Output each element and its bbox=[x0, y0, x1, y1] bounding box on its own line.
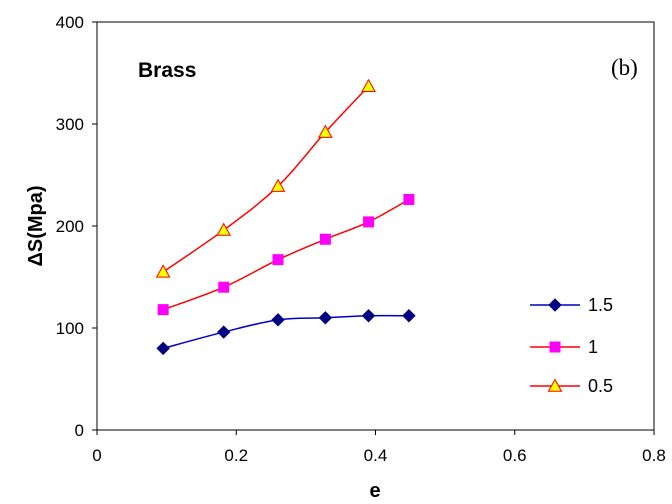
y-axis-title: ΔS(Mpa) bbox=[25, 185, 47, 266]
data-point bbox=[403, 193, 415, 205]
data-point bbox=[270, 178, 286, 192]
x-axis: 0 0.2 0.4 0.6 0.8 bbox=[92, 430, 666, 465]
data-point bbox=[318, 124, 333, 138]
series-1 bbox=[157, 193, 415, 316]
y-axis: 0 100 200 300 400 bbox=[56, 13, 97, 440]
series-0 bbox=[156, 309, 416, 356]
legend-item: 0.5 bbox=[530, 376, 613, 396]
plot-area bbox=[96, 21, 655, 431]
data-point bbox=[361, 309, 376, 323]
legend-item: 1 bbox=[530, 337, 598, 357]
data-point bbox=[155, 264, 171, 278]
y-tick-label: 0 bbox=[75, 421, 84, 440]
legend-marker bbox=[548, 298, 562, 312]
legend-label: 1 bbox=[588, 337, 598, 357]
x-tick-label: 0.8 bbox=[642, 446, 666, 465]
data-point bbox=[271, 313, 285, 327]
data-point bbox=[402, 309, 416, 323]
data-point bbox=[363, 216, 375, 228]
data-point bbox=[216, 222, 232, 236]
y-tick-label: 400 bbox=[56, 13, 84, 32]
x-tick-label: 0.2 bbox=[224, 446, 248, 465]
series-2 bbox=[155, 78, 376, 278]
data-point bbox=[157, 304, 169, 316]
data-point bbox=[218, 281, 230, 293]
x-tick-label: 0.4 bbox=[364, 446, 388, 465]
legend-label: 0.5 bbox=[588, 376, 613, 396]
x-tick-label: 0 bbox=[92, 446, 101, 465]
legend-label: 1.5 bbox=[588, 295, 613, 315]
data-point bbox=[272, 254, 284, 266]
legend-item: 1.5 bbox=[530, 295, 613, 315]
y-tick-label: 200 bbox=[56, 217, 84, 236]
data-point bbox=[361, 78, 376, 92]
y-tick-label: 100 bbox=[56, 319, 84, 338]
data-point bbox=[217, 325, 231, 339]
panel-label: (b) bbox=[611, 55, 638, 80]
data-point bbox=[156, 341, 170, 356]
legend-marker bbox=[549, 341, 561, 353]
y-tick-label: 300 bbox=[56, 115, 84, 134]
x-axis-title: e bbox=[369, 480, 380, 502]
x-tick-label: 0.6 bbox=[503, 446, 527, 465]
data-point bbox=[319, 233, 331, 245]
chart-title: Brass bbox=[138, 59, 196, 82]
series-layer bbox=[155, 78, 416, 356]
legend-marker bbox=[547, 378, 563, 392]
data-point bbox=[318, 311, 333, 325]
legend: 1.5 1 0.5 bbox=[530, 295, 613, 396]
